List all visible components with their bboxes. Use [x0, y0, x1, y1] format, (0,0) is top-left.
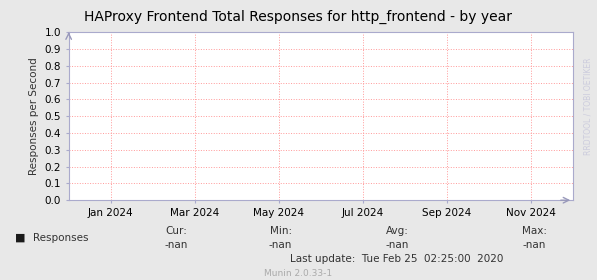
- Text: Last update:  Tue Feb 25  02:25:00  2020: Last update: Tue Feb 25 02:25:00 2020: [290, 254, 504, 264]
- Text: Avg:: Avg:: [386, 226, 408, 236]
- Text: ■: ■: [15, 233, 26, 243]
- Text: RRDTOOL / TOBI OETIKER: RRDTOOL / TOBI OETIKER: [583, 58, 592, 155]
- Text: Responses: Responses: [33, 233, 88, 243]
- Text: Cur:: Cur:: [165, 226, 187, 236]
- Text: Max:: Max:: [522, 226, 547, 236]
- Text: Min:: Min:: [269, 226, 292, 236]
- Text: -nan: -nan: [385, 240, 409, 250]
- Text: HAProxy Frontend Total Responses for http_frontend - by year: HAProxy Frontend Total Responses for htt…: [85, 10, 512, 24]
- Y-axis label: Responses per Second: Responses per Second: [29, 57, 39, 175]
- Text: Munin 2.0.33-1: Munin 2.0.33-1: [264, 269, 333, 277]
- Text: -nan: -nan: [164, 240, 188, 250]
- Text: -nan: -nan: [522, 240, 546, 250]
- Text: -nan: -nan: [269, 240, 293, 250]
